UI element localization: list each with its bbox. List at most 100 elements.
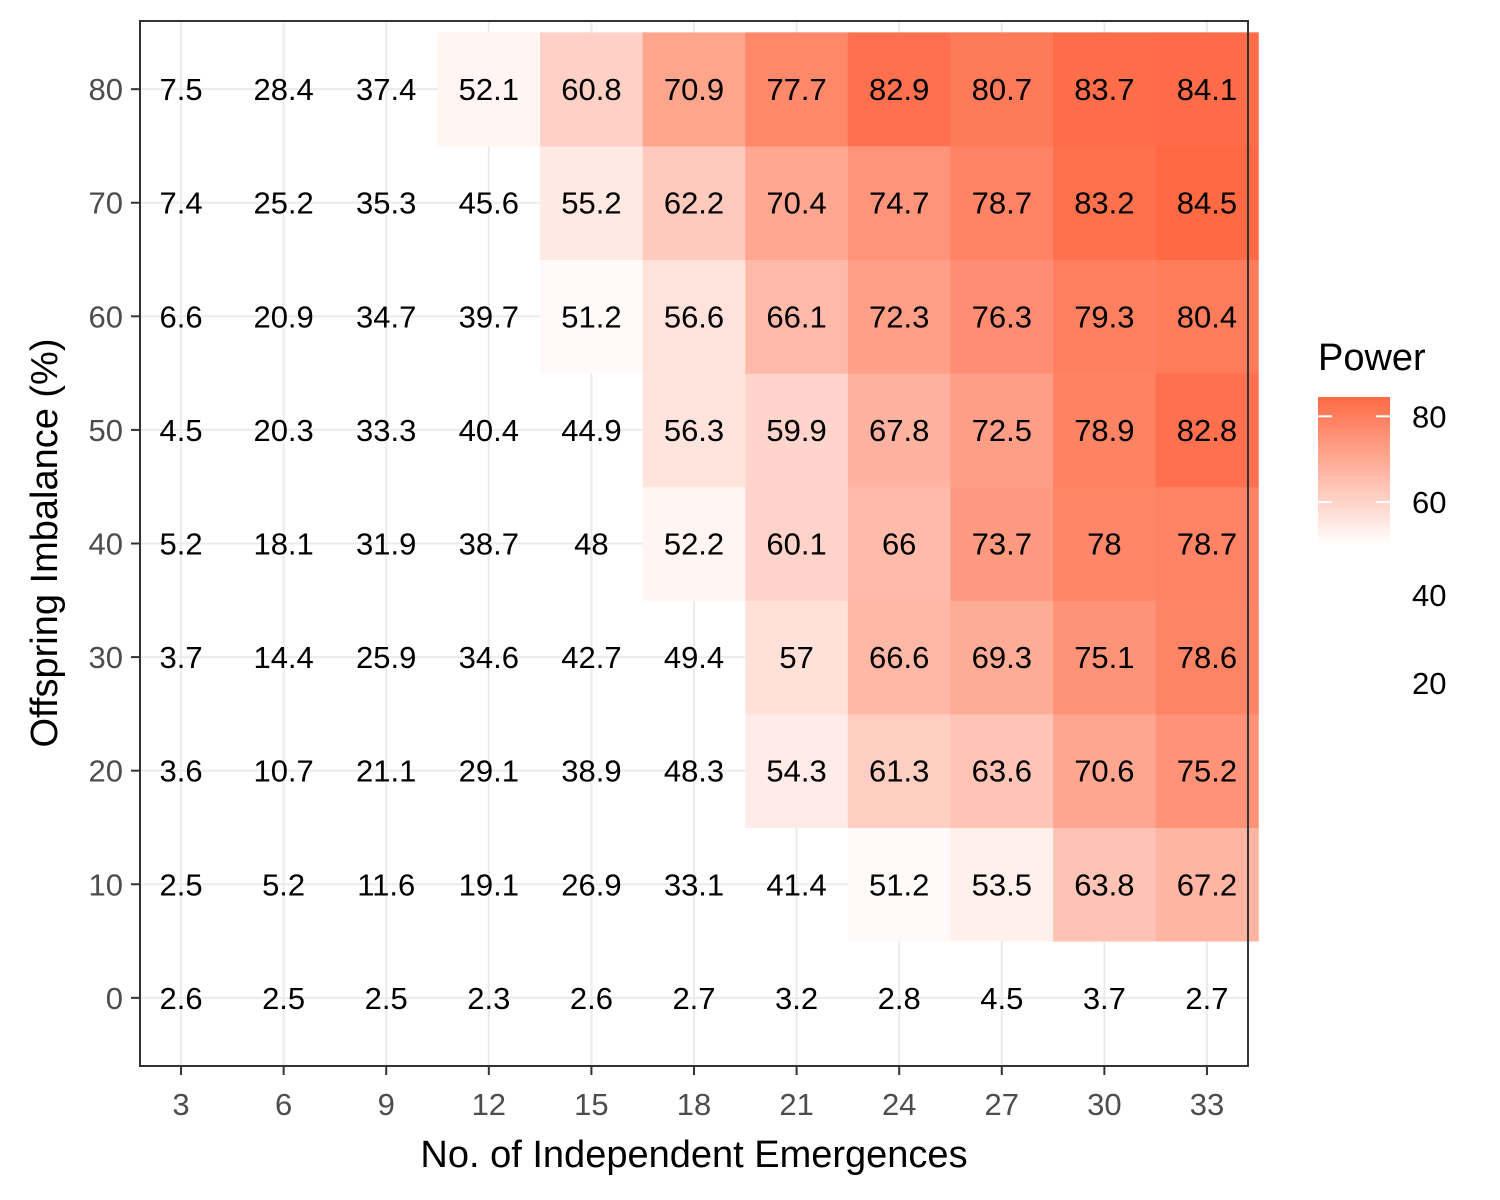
heatmap-cell: [1053, 373, 1157, 488]
y-tick-label: 60: [89, 299, 123, 334]
cell-value-label: 72.5: [972, 413, 1032, 448]
cell-value-label: 80.7: [972, 72, 1032, 107]
cell-value-label: 38.7: [459, 527, 519, 562]
cell-value-label: 45.6: [459, 186, 519, 221]
cell-value-label: 21.1: [356, 754, 416, 789]
cell-value-label: 18.1: [253, 527, 313, 562]
cell-value-label: 2.7: [672, 981, 715, 1016]
y-tick-label: 70: [89, 186, 123, 221]
y-tick-label: 10: [89, 867, 123, 902]
cell-value-label: 73.7: [972, 527, 1032, 562]
cell-value-label: 33.3: [356, 413, 416, 448]
cell-value-label: 66.1: [766, 299, 826, 334]
cell-value-label: 10.7: [253, 754, 313, 789]
legend-label: 60: [1412, 485, 1446, 520]
heatmap-cell: [1053, 486, 1157, 601]
cell-value-label: 6.6: [159, 299, 202, 334]
heatmap-cell: [745, 145, 849, 261]
cell-value-label: 56.6: [664, 299, 724, 334]
heatmap-cell-labels: 2.6 2.5 2.5 2.3 2.6 2.7 3.2 2.8 4.5 3.7 2.7 2.5 5.2 1…: [159, 72, 1237, 1016]
heatmap-cell: [847, 32, 951, 147]
cell-value-label: 78: [1087, 527, 1121, 562]
cell-value-label: 5.2: [159, 527, 202, 562]
cell-value-label: 2.5: [159, 867, 202, 902]
cell-value-label: 3.7: [159, 640, 202, 675]
heatmap-cell: [1053, 713, 1157, 828]
x-tick-label: 6: [275, 1087, 292, 1122]
cell-value-label: 2.3: [467, 981, 510, 1016]
heatmap-cells: [437, 32, 1259, 942]
cell-value-label: 78.9: [1074, 413, 1134, 448]
heatmap-cell: [950, 827, 1054, 942]
cell-value-label: 3.6: [159, 754, 202, 789]
heatmap-cell: [950, 145, 1054, 261]
heatmap-cell: [745, 713, 849, 828]
cell-value-label: 35.3: [356, 186, 416, 221]
y-tick-label: 20: [89, 754, 123, 789]
cell-value-label: 25.9: [356, 640, 416, 675]
x-tick-label: 3: [172, 1087, 189, 1122]
cell-value-label: 3.7: [1083, 981, 1126, 1016]
cell-value-label: 55.2: [561, 186, 621, 221]
heatmap-cell: [745, 486, 849, 601]
heatmap-cell: [745, 373, 849, 488]
heatmap-cell: [1053, 32, 1157, 147]
heatmap-cell: [847, 373, 951, 488]
heatmap-cell: [642, 145, 746, 261]
cell-value-label: 70.9: [664, 72, 724, 107]
heatmap-cell: [1155, 259, 1259, 374]
heatmap-cell: [1155, 827, 1259, 942]
cell-value-label: 75.2: [1177, 754, 1237, 789]
cell-value-label: 48: [574, 527, 608, 562]
cell-value-label: 29.1: [459, 754, 519, 789]
cell-value-label: 44.9: [561, 413, 621, 448]
cell-value-label: 66.6: [869, 640, 929, 675]
cell-value-label: 33.1: [664, 867, 724, 902]
cell-value-label: 20.9: [253, 299, 313, 334]
cell-value-label: 56.3: [664, 413, 724, 448]
heatmap-cell: [847, 486, 951, 601]
cell-value-label: 37.4: [356, 72, 416, 107]
cell-value-label: 2.7: [1185, 981, 1228, 1016]
heatmap-cell: [950, 600, 1054, 715]
heatmap-cell: [1155, 486, 1259, 601]
cell-value-label: 70.6: [1074, 754, 1134, 789]
cell-value-label: 54.3: [766, 754, 826, 789]
legend-label: 80: [1412, 399, 1446, 434]
cell-value-label: 11.6: [357, 867, 415, 902]
heatmap-cell: [745, 600, 849, 715]
cell-value-label: 83.7: [1074, 72, 1134, 107]
x-tick-label: 9: [378, 1087, 395, 1122]
heatmap-cell: [745, 32, 849, 147]
cell-value-label: 72.3: [869, 299, 929, 334]
color-legend: Power 80 60 40 20: [1318, 337, 1446, 701]
y-tick-label: 30: [89, 640, 123, 675]
x-tick-label: 15: [574, 1087, 608, 1122]
cell-value-label: 2.6: [159, 981, 202, 1016]
cell-value-label: 51.2: [869, 867, 929, 902]
cell-value-label: 28.4: [253, 72, 313, 107]
cell-value-label: 34.7: [356, 299, 416, 334]
cell-value-label: 39.7: [459, 299, 519, 334]
cell-value-label: 63.8: [1074, 867, 1134, 902]
cell-value-label: 2.8: [878, 981, 921, 1016]
x-tick-label: 27: [985, 1087, 1019, 1122]
legend-label: 40: [1412, 578, 1446, 613]
cell-value-label: 61.3: [869, 754, 929, 789]
heatmap-cell: [745, 259, 849, 374]
cell-value-label: 67.2: [1177, 867, 1237, 902]
cell-value-label: 48.3: [664, 754, 724, 789]
legend-title: Power: [1318, 337, 1426, 379]
x-tick-label: 30: [1087, 1087, 1121, 1122]
heatmap-cell: [847, 827, 951, 942]
cell-value-label: 52.2: [664, 527, 724, 562]
cell-value-label: 51.2: [561, 299, 621, 334]
cell-value-label: 2.5: [365, 981, 408, 1016]
cell-value-label: 52.1: [459, 72, 519, 107]
heatmap-cell: [540, 32, 644, 147]
cell-value-label: 62.2: [664, 186, 724, 221]
heatmap-cell: [1155, 32, 1259, 147]
heatmap-cell: [642, 32, 746, 147]
cell-value-label: 60.1: [766, 527, 826, 562]
